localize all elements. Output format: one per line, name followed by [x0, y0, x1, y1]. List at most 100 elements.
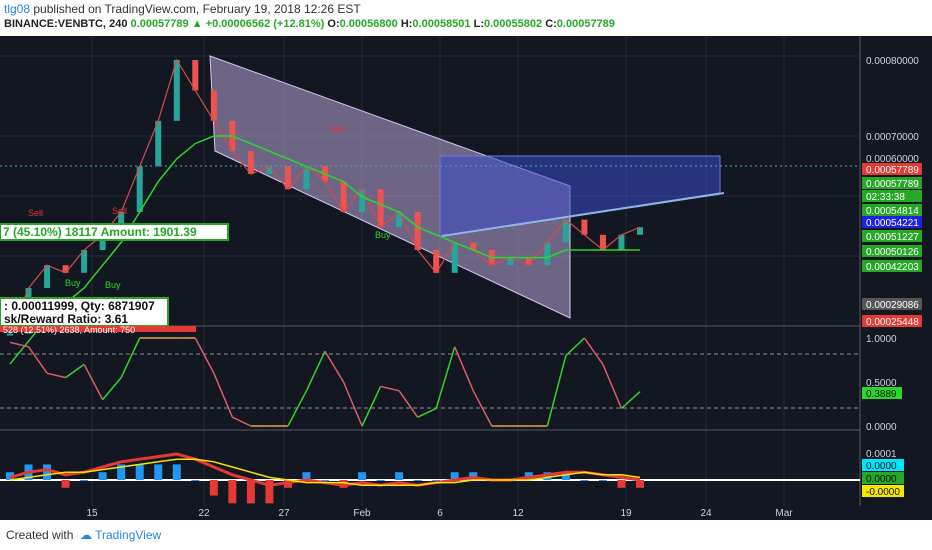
price-candle: [266, 166, 273, 174]
oscillator-segment: [83, 364, 104, 400]
macd-histogram-bar: [617, 480, 626, 488]
oscillator-tick-label: 0.0000: [866, 422, 897, 433]
oscillator-segment: [65, 363, 85, 379]
price-axis-badge: [862, 245, 922, 257]
price-candle: [562, 219, 569, 243]
macd-histogram-bar: [172, 464, 181, 480]
oscillator-tick-label: 1.0000: [866, 334, 897, 345]
oscillator-segment: [27, 346, 48, 374]
close-value: 0.00057789: [556, 18, 615, 30]
low-label: L:: [473, 18, 484, 30]
price-axis-badge: [862, 163, 922, 175]
oscillator-segment: [361, 386, 382, 427]
author-name[interactable]: tlg08: [4, 2, 31, 16]
macd-histogram-bar: [154, 464, 163, 480]
x-tick-label: 6: [437, 508, 443, 519]
oscillator-segment: [417, 407, 437, 418]
price-candle: [451, 242, 458, 273]
macd-histogram-bar: [246, 480, 255, 504]
trade-qty-box[interactable]: [0, 297, 169, 327]
price-candle: [7, 333, 13, 336]
macd-histogram-bar: [191, 480, 200, 481]
trade-amount-text: 7 (45.10%) 18117 Amount: 1901.39: [3, 225, 197, 239]
macd-histogram-bar: [636, 480, 644, 488]
oscillator-segment: [194, 337, 215, 374]
price-candle: [247, 151, 254, 174]
price-axis-badge: [862, 204, 922, 216]
moving-average-line: [9, 135, 640, 365]
price-axis-badge: [862, 190, 922, 202]
oscillator-value-badge: [862, 387, 902, 399]
buy-marker: Buy: [65, 278, 81, 288]
macd-histogram-bar: [598, 480, 607, 481]
support-trendline[interactable]: [441, 192, 725, 237]
macd-value-badge: [862, 485, 904, 497]
sell-marker: Sell: [112, 206, 127, 216]
oscillator-segment: [398, 390, 419, 418]
macd-value-badge: [862, 472, 904, 484]
price-candle: [525, 257, 532, 266]
price-candle: [136, 166, 143, 212]
ascending-triangle[interactable]: [439, 155, 721, 237]
buy-marker: Buy: [375, 230, 391, 240]
chart-area[interactable]: Sell Sell Buy Buy Buy Sell 7 (45.10%) 18…: [0, 36, 932, 520]
price-candle: [618, 234, 625, 250]
oscillator-segment: [583, 337, 604, 365]
x-tick-label: Feb: [353, 508, 371, 519]
macd-value-text: 0.0000: [866, 461, 897, 472]
macd-histogram-bar: [135, 464, 144, 480]
tradingview-logo-icon[interactable]: ☁ TradingView: [80, 528, 162, 542]
high-label: H:: [400, 18, 413, 30]
symbol-label: BINANCE:VENBTC, 240: [4, 18, 128, 30]
symbol-line: BINANCE:VENBTC, 240 0.00057789 ▲ +0.0000…: [4, 18, 615, 30]
price-axis-badge-text: 0.00054221: [866, 218, 919, 229]
price-axis-badge-text: 0.00025448: [866, 317, 919, 328]
price-axis-badge-text: 02:33:38: [866, 192, 905, 203]
price-candle: [433, 250, 440, 273]
price-tick-label: 0.00080000: [866, 56, 919, 67]
close-label: C:: [545, 18, 557, 30]
signal-line: [9, 458, 641, 486]
oscillator-segment: [324, 350, 345, 383]
chart-svg[interactable]: Sell Sell Buy Buy Buy Sell 7 (45.10%) 18…: [0, 36, 932, 520]
oscillator-segment: [435, 346, 456, 409]
stop-box[interactable]: [0, 326, 196, 332]
macd-value-text: 0.0000: [866, 474, 897, 485]
price-candle: [599, 234, 606, 250]
price-axis-badge: [862, 216, 922, 228]
oscillator-segment: [454, 346, 474, 392]
oscillator-segment: [472, 390, 493, 427]
footer: Created with ☁ TradingView: [0, 520, 932, 550]
price-axis-badge: [862, 298, 922, 310]
price-axis-badge-text: 0.00050126: [866, 247, 919, 258]
macd-histogram-bar: [561, 472, 570, 480]
price-axis-badge: [862, 315, 922, 327]
price-axis-badge-text: 0.00054814: [866, 206, 919, 217]
brand-name: TradingView: [95, 528, 162, 542]
price-axis-badge: [862, 260, 922, 272]
price-axis-badge-text: 0.00029086: [866, 300, 919, 311]
price-candle: [340, 181, 347, 212]
buy-marker: Buy: [105, 280, 121, 290]
price-candle: [359, 189, 366, 212]
price-candle: [192, 60, 199, 91]
price-candle: [173, 60, 180, 121]
x-tick-label: 15: [86, 508, 98, 519]
oscillator-segment: [602, 364, 623, 409]
trade-amount-box[interactable]: [0, 223, 229, 241]
low-value: 0.00055802: [484, 18, 543, 30]
price-candle: [210, 90, 217, 121]
x-tick-label: 24: [700, 508, 712, 519]
oscillator-segment: [9, 341, 29, 348]
price-candle: [581, 219, 588, 235]
macd-histogram-bar: [98, 472, 107, 480]
price-axis-badge-text: 0.00057789: [866, 165, 919, 176]
price-axis-badge-text: 0.00057789: [866, 179, 919, 190]
chart-header: tlg08 published on TradingView.com, Febr…: [0, 0, 932, 36]
macd-histogram-bar: [43, 464, 52, 480]
macd-histogram-bar: [450, 472, 459, 480]
price-candle: [62, 265, 69, 273]
macd-histogram-bar: [580, 480, 589, 481]
price-candle: [303, 166, 310, 190]
price-tick-label: 0.00070000: [866, 132, 919, 143]
